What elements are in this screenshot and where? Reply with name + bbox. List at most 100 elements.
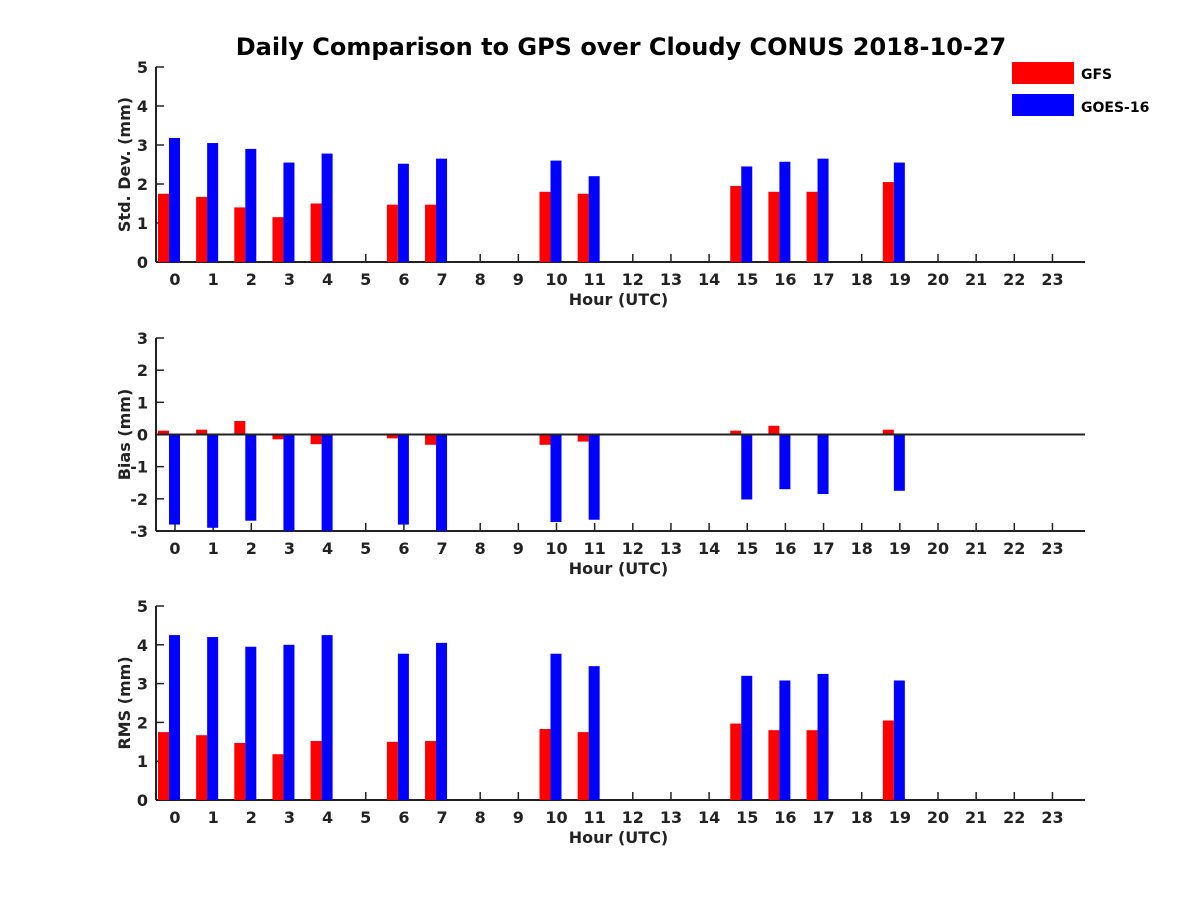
bar-gfs-hour-2: [234, 420, 246, 435]
bar-gfs-hour-6: [386, 204, 398, 262]
bar-gfs-hour-6: [386, 434, 398, 439]
x-tick-label: 13: [660, 539, 682, 558]
x-tick-label: 21: [965, 539, 987, 558]
x-tick-label: 17: [812, 270, 834, 289]
x-tick-label: 19: [889, 808, 911, 827]
x-tick-label: 20: [927, 539, 949, 558]
bar-gfs-hour-7: [425, 434, 437, 445]
bar-goes16-hour-17: [817, 434, 829, 495]
bar-gfs-hour-6: [386, 741, 398, 800]
x-tick-label: 15: [736, 270, 758, 289]
x-tick-label: 4: [322, 270, 333, 289]
x-tick-label: 5: [360, 808, 371, 827]
bar-gfs-hour-16: [768, 730, 780, 800]
y-tick-label: 2: [137, 175, 148, 194]
bar-goes16-hour-1: [207, 143, 219, 262]
y-tick-label: 2: [137, 361, 148, 380]
bar-goes16-hour-4: [321, 635, 333, 800]
bar-gfs-hour-7: [425, 741, 437, 800]
x-tick-label: 23: [1041, 270, 1063, 289]
x-tick-label: 18: [851, 539, 873, 558]
bar-gfs-hour-2: [234, 207, 246, 262]
bar-goes16-hour-0: [169, 635, 180, 800]
x-tick-label: 22: [1003, 808, 1025, 827]
bar-gfs-hour-15: [730, 430, 742, 435]
x-tick-label: 8: [475, 808, 486, 827]
y-tick-label: 3: [137, 675, 148, 694]
bar-goes16-hour-6: [397, 653, 409, 800]
x-tick-label: 22: [1003, 539, 1025, 558]
y-tick-label: 5: [137, 597, 148, 616]
bar-goes16-hour-10: [550, 653, 562, 800]
bar-goes16-hour-19: [893, 162, 905, 262]
bar-gfs-hour-4: [310, 741, 322, 800]
bar-goes16-hour-7: [436, 642, 448, 800]
x-tick-label: 12: [622, 539, 644, 558]
y-tick-label: 1: [137, 393, 148, 412]
bar-gfs-hour-17: [806, 730, 818, 800]
x-tick-label: 23: [1041, 808, 1063, 827]
bar-goes16-hour-4: [321, 434, 333, 531]
y-tick-label: -1: [130, 458, 148, 477]
bar-gfs-hour-3: [272, 434, 284, 440]
bar-gfs-hour-4: [310, 434, 322, 445]
bar-goes16-hour-11: [588, 666, 600, 800]
x-tick-label: 0: [169, 808, 180, 827]
bar-gfs-hour-15: [730, 723, 742, 800]
bar-goes16-hour-19: [893, 434, 905, 491]
x-tick-label: 22: [1003, 270, 1025, 289]
bar-goes16-hour-7: [436, 434, 448, 531]
bar-goes16-hour-6: [397, 163, 409, 262]
legend: GFS GOES-16: [1012, 62, 1149, 116]
x-tick-label: 1: [208, 808, 219, 827]
bar-gfs-hour-3: [272, 217, 284, 262]
x-tick-label: 1: [208, 539, 219, 558]
x-tick-label: 4: [322, 808, 333, 827]
x-tick-label: 10: [545, 808, 567, 827]
bar-goes16-hour-19: [893, 680, 905, 800]
bar-goes16-hour-15: [741, 675, 753, 800]
x-tick-label: 20: [927, 270, 949, 289]
bar-goes16-hour-0: [169, 137, 180, 262]
bar-goes16-hour-0: [169, 434, 180, 525]
x-tick-label: 6: [398, 270, 409, 289]
legend-swatch-gfs: [1012, 62, 1074, 84]
x-tick-label: 0: [169, 270, 180, 289]
x-tick-label: 21: [965, 270, 987, 289]
y-tick-label: -3: [130, 522, 148, 541]
x-tick-label: 14: [698, 270, 720, 289]
bar-goes16-hour-3: [283, 162, 295, 262]
bar-gfs-hour-19: [882, 182, 894, 262]
bar-gfs-hour-15: [730, 185, 742, 262]
bar-goes16-hour-10: [550, 160, 562, 262]
x-tick-label: 11: [584, 539, 606, 558]
x-axis-label: Hour (UTC): [569, 290, 669, 309]
bar-gfs-hour-0: [158, 732, 169, 800]
x-tick-label: 23: [1041, 539, 1063, 558]
bar-gfs-hour-16: [768, 191, 780, 262]
x-tick-label: 12: [622, 270, 644, 289]
x-tick-label: 7: [436, 808, 447, 827]
x-tick-label: 14: [698, 539, 720, 558]
bar-gfs-hour-11: [577, 732, 589, 800]
bar-gfs-hour-2: [234, 742, 246, 800]
bar-gfs-hour-1: [196, 735, 208, 800]
x-tick-label: 14: [698, 808, 720, 827]
y-tick-label: 0: [137, 426, 148, 445]
bar-goes16-hour-3: [283, 644, 295, 800]
bar-goes16-hour-17: [817, 158, 829, 262]
legend-swatch-goes16: [1012, 94, 1074, 116]
x-tick-label: 6: [398, 808, 409, 827]
bar-goes16-hour-11: [588, 176, 600, 262]
bar-gfs-hour-10: [539, 434, 551, 445]
x-tick-label: 19: [889, 270, 911, 289]
x-tick-label: 8: [475, 270, 486, 289]
bar-goes16-hour-1: [207, 637, 219, 800]
legend-label-gfs: GFS: [1081, 67, 1112, 83]
x-tick-label: 16: [774, 808, 796, 827]
y-tick-label: 4: [137, 97, 148, 116]
x-tick-label: 17: [812, 808, 834, 827]
bar-goes16-hour-16: [779, 680, 791, 800]
x-tick-label: 10: [545, 270, 567, 289]
